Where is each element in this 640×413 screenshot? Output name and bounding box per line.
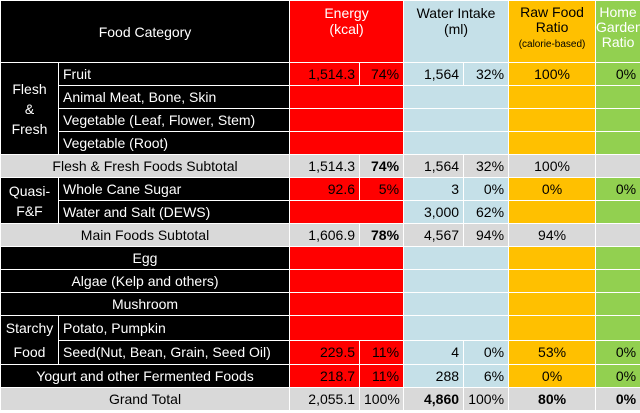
group-quasi-ff: Quasi- F&F [0, 177, 59, 224]
header-home-garden-ratio: Home Garden Ratio [595, 0, 640, 63]
garden-ratio: 0% [595, 339, 640, 365]
water-value: 4,567 [403, 223, 465, 247]
row-label-sugar: Whole Cane Sugar [57, 177, 291, 201]
energy-value: 1,514.3 [289, 154, 361, 178]
table-row: Water and Salt (DEWS) 3,000 62% [1, 200, 640, 224]
table-row: Mushroom [0, 292, 640, 316]
energy-value: 229.5 [289, 339, 361, 365]
row-label-potato: Potato, Pumpkin [57, 315, 291, 341]
row-label-water-salt: Water and Salt (DEWS) [57, 200, 291, 224]
table-row: Seed(Nut, Bean, Grain, Seed Oil) 229.5 1… [1, 339, 640, 365]
water-percent: 32% [463, 154, 510, 178]
row-label-grand-total: Grand Total [0, 387, 291, 411]
garden-ratio: 0% [595, 62, 640, 86]
energy-percent: 100% [359, 387, 405, 411]
row-label-ff-subtotal: Flesh & Fresh Foods Subtotal [0, 154, 291, 178]
row-label-mushroom: Mushroom [0, 292, 291, 316]
raw-ratio: 100% [508, 154, 597, 178]
energy-percent: 78% [359, 223, 405, 247]
table-row: Vegetable (Leaf, Flower, Stem) [1, 108, 640, 132]
table-row: Starchy Food Potato, Pumpkin [0, 315, 640, 365]
table-row: Yogurt and other Fermented Foods 218.7 1… [0, 364, 640, 388]
row-label-yogurt: Yogurt and other Fermented Foods [0, 364, 291, 388]
water-value: 4,860 [403, 387, 465, 411]
table-row: Flesh & Fresh Fruit 1,514.3 74% 1,564 32% … [0, 62, 640, 155]
energy-percent: 5% [359, 177, 405, 201]
energy-percent: 11% [359, 339, 405, 365]
water-value: 3 [403, 177, 465, 201]
grand-total-row: Grand Total 2,055.1 100% 4,860 100% 80% … [0, 387, 640, 411]
group-flesh-fresh: Flesh & Fresh [0, 62, 59, 155]
energy-value: 1,606.9 [289, 223, 361, 247]
water-value: 3,000 [403, 200, 465, 224]
raw-ratio: 80% [508, 387, 597, 411]
water-value: 1,564 [403, 62, 465, 86]
header-food-category: Food Category [0, 0, 291, 63]
water-percent: 94% [463, 223, 510, 247]
raw-ratio: 0% [508, 177, 597, 201]
group-starchy-food: Starchy Food [0, 315, 59, 365]
water-percent: 0% [463, 339, 510, 365]
raw-ratio: 100% [508, 62, 597, 86]
row-label-algae: Algae (Kelp and others) [0, 269, 291, 293]
raw-ratio: 53% [508, 339, 597, 365]
water-value: 4 [403, 339, 465, 365]
header-raw-food-ratio: Raw Food Ratio (calorie-based) [508, 0, 597, 63]
water-percent: 0% [463, 177, 510, 201]
raw-ratio: 94% [508, 223, 597, 247]
header-energy: Energy (kcal) [289, 0, 405, 63]
energy-percent: 74% [359, 154, 405, 178]
table-row: Egg [0, 246, 640, 270]
energy-value: 92.6 [289, 177, 361, 201]
table-row: Quasi- F&F Whole Cane Sugar 92.6 5% 3 0% … [0, 177, 640, 224]
water-percent: 6% [463, 364, 510, 388]
row-label-veg-root: Vegetable (Root) [57, 131, 291, 155]
table-row: Animal Meat, Bone, Skin [1, 85, 640, 109]
energy-percent: 74% [359, 62, 405, 86]
row-label-veg-leaf: Vegetable (Leaf, Flower, Stem) [57, 108, 291, 132]
header-water-intake: Water Intake (ml) [403, 0, 510, 63]
water-percent: 62% [463, 200, 510, 224]
water-percent: 100% [463, 387, 510, 411]
water-percent: 32% [463, 62, 510, 86]
garden-ratio: 0% [595, 387, 640, 411]
subtotal-row: Flesh & Fresh Foods Subtotal 1,514.3 74%… [0, 154, 640, 178]
energy-value: 1,514.3 [289, 62, 361, 86]
raw-ratio: 0% [508, 364, 597, 388]
energy-percent: 11% [359, 364, 405, 388]
row-label-meat: Animal Meat, Bone, Skin [57, 85, 291, 109]
garden-ratio: 0% [595, 364, 640, 388]
water-value: 288 [403, 364, 465, 388]
header-row: Food Category Energy (kcal) Water Intake(… [0, 0, 640, 63]
subtotal-row: Main Foods Subtotal 1,606.9 78% 4,567 94… [0, 223, 640, 247]
garden-ratio: 0% [595, 177, 640, 201]
row-label-main-subtotal: Main Foods Subtotal [0, 223, 291, 247]
row-label-fruit: Fruit [57, 62, 291, 86]
table-row: Algae (Kelp and others) [0, 269, 640, 293]
energy-value: 2,055.1 [289, 387, 361, 411]
row-label-seed: Seed(Nut, Bean, Grain, Seed Oil) [57, 339, 291, 365]
row-label-egg: Egg [0, 246, 291, 270]
table-row: Vegetable (Root) [1, 131, 640, 155]
energy-value: 218.7 [289, 364, 361, 388]
water-value: 1,564 [403, 154, 465, 178]
